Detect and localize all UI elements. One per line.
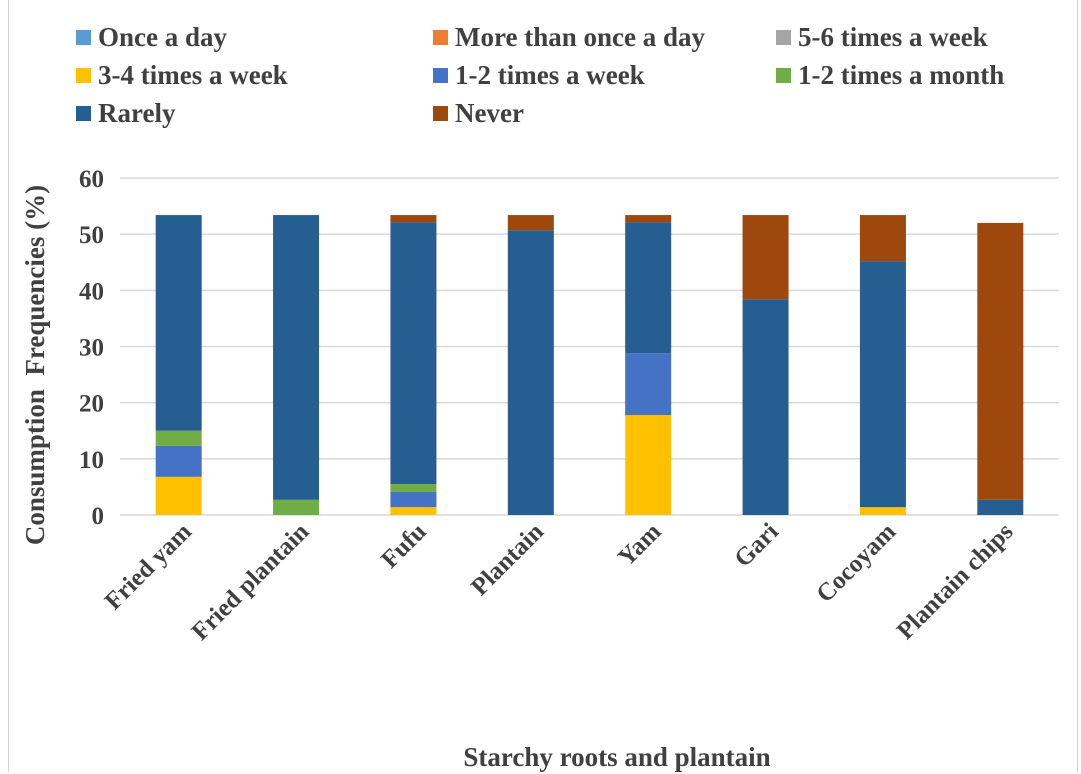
legend-label: Once a day	[98, 22, 228, 52]
bar-segment	[859, 261, 906, 508]
bar-segment	[273, 499, 320, 515]
x-tick-label: Yam	[613, 518, 667, 572]
bar-segment	[390, 215, 437, 223]
bar-segment	[390, 484, 437, 492]
legend-label: Rarely	[98, 98, 176, 128]
legend-label: 5-6 times a week	[798, 22, 988, 52]
legend-swatch	[433, 30, 448, 45]
y-axis-title: Consumption Frequencies (%)	[20, 185, 50, 545]
legend-item: Rarely	[76, 98, 433, 129]
y-tick-label: 30	[79, 335, 104, 362]
legend-swatch	[776, 30, 791, 45]
legend: Once a day More than once a day 5-6 times …	[76, 22, 1066, 129]
y-tick-label: 20	[79, 391, 104, 418]
bar-segment	[155, 430, 202, 446]
legend-item: 5-6 times a week	[776, 22, 1066, 53]
bar-segment	[742, 299, 789, 515]
legend-swatch	[776, 68, 791, 83]
y-tick-label: 50	[79, 222, 104, 249]
bar-segment	[390, 491, 437, 508]
y-tick-label: 40	[79, 278, 104, 305]
bar-segment	[859, 507, 906, 515]
bar-segment	[507, 230, 554, 516]
legend-item: Once a day	[76, 22, 433, 53]
bar-segment	[155, 476, 202, 515]
legend-item: More than once a day	[433, 22, 776, 53]
x-tick-label: Fried plantain	[187, 518, 315, 646]
bar-segment	[273, 215, 320, 500]
legend-label: 1-2 times a week	[455, 60, 645, 90]
legend-label: 3-4 times a week	[98, 60, 288, 90]
bar-segment	[625, 415, 672, 515]
legend-item: 3-4 times a week	[76, 60, 433, 91]
legend-label: 1-2 times a month	[798, 60, 1005, 90]
bar-segment	[625, 353, 672, 416]
legend-label: Never	[455, 98, 524, 128]
x-tick-label: Fried yam	[100, 518, 197, 615]
bar-segment	[390, 507, 437, 515]
bar-segment	[155, 445, 202, 477]
bar-segment	[977, 222, 1024, 500]
x-tick-label: Gari	[729, 518, 783, 572]
legend-swatch	[433, 68, 448, 83]
x-tick-label: Cocoyam	[811, 518, 901, 608]
y-tick-label: 60	[79, 166, 104, 193]
legend-item: Never	[433, 98, 776, 129]
bar-segment	[155, 215, 202, 431]
y-tick-label: 0	[92, 503, 105, 530]
bar-segment	[507, 215, 554, 231]
bar-segment	[977, 499, 1024, 515]
legend-item: 1-2 times a week	[433, 60, 776, 91]
legend-swatch	[433, 106, 448, 121]
x-tick-label: Plantain	[466, 518, 549, 601]
y-tick-label: 10	[79, 447, 104, 474]
legend-swatch	[76, 68, 91, 83]
bar-segment	[625, 215, 672, 223]
x-axis-title: Starchy roots and plantain	[463, 742, 770, 772]
legend-label: More than once a day	[455, 22, 705, 52]
legend-swatch	[76, 30, 91, 45]
x-tick-label: Plantain chips	[892, 518, 1019, 645]
bar-segment	[859, 215, 906, 262]
bar-segment	[390, 222, 437, 485]
x-tick-label: Fufu	[376, 518, 432, 574]
legend-swatch	[76, 106, 91, 121]
bar-segment	[625, 222, 672, 354]
legend-item: 1-2 times a month	[776, 60, 1066, 91]
chart-frame	[8, 0, 1078, 772]
bar-segment	[742, 215, 789, 300]
